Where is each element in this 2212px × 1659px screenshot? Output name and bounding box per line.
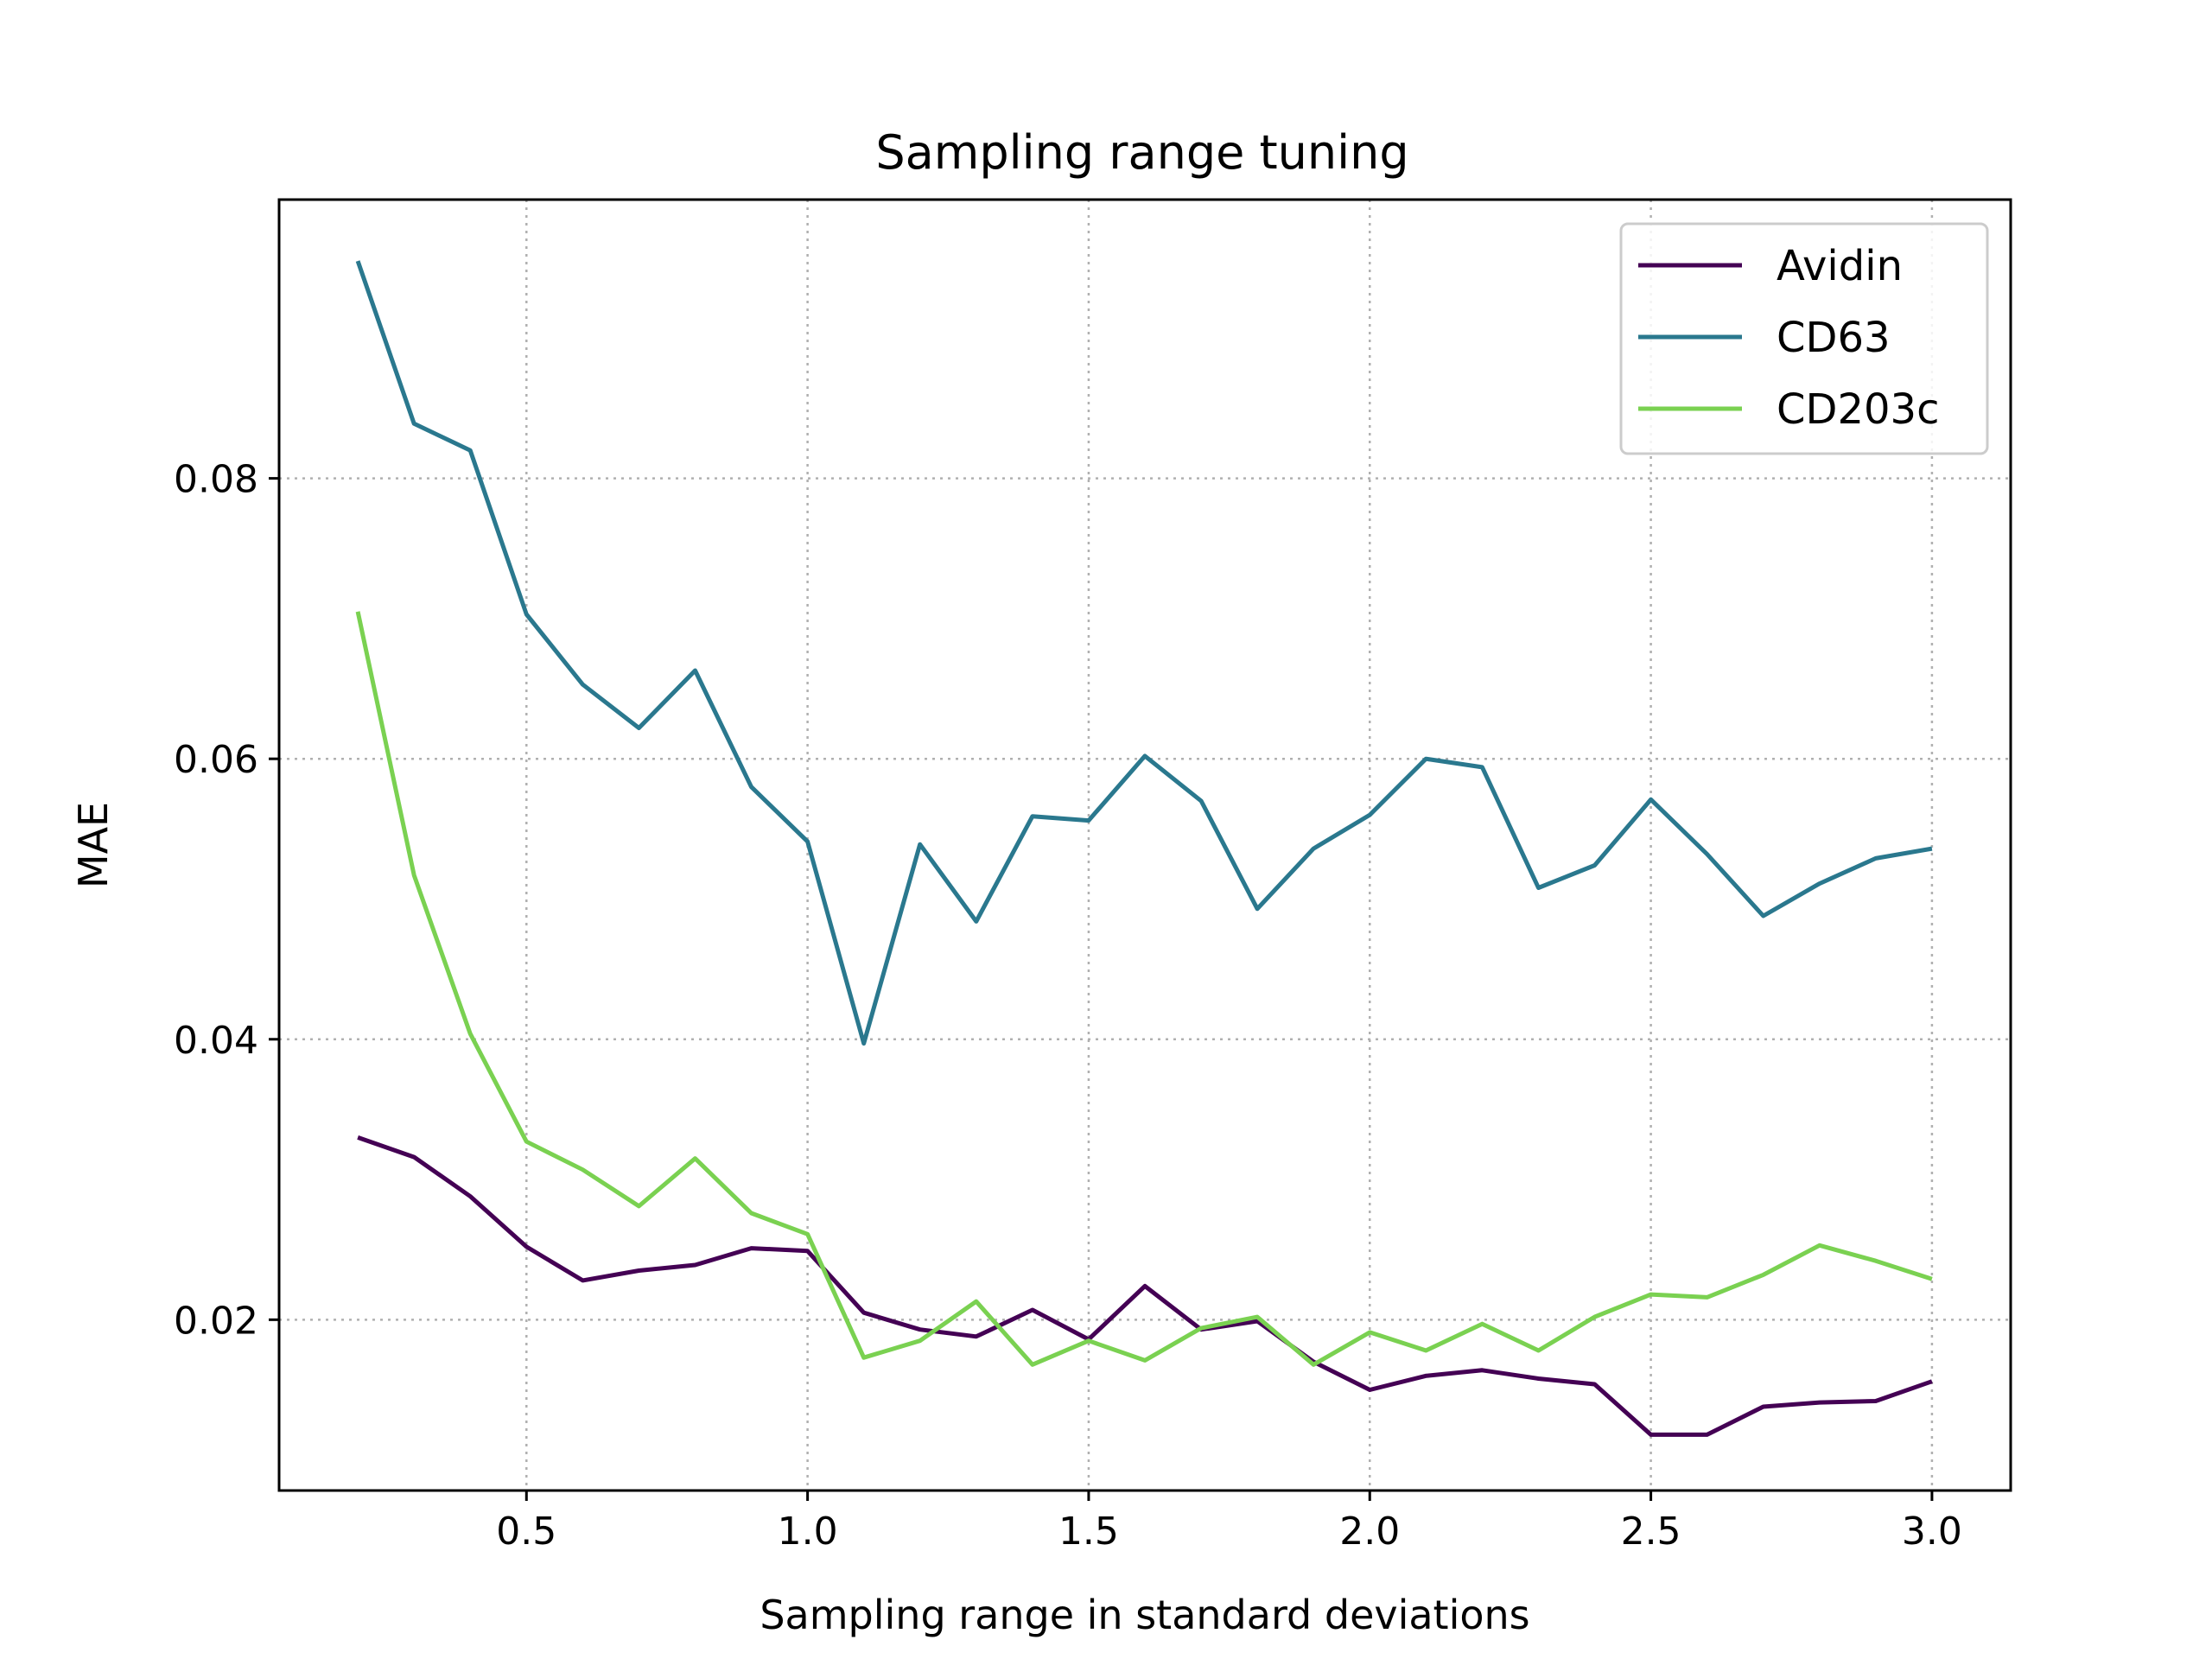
y-axis-ticks: 0.02 0.04 0.06 0.08 [174, 458, 279, 1343]
x-tick-label: 2.5 [1621, 1510, 1681, 1554]
y-tick-label: 0.08 [174, 458, 258, 502]
y-axis-label: MAE [70, 802, 117, 888]
y-tick-label: 0.04 [174, 1019, 258, 1063]
x-tick-label: 1.5 [1058, 1510, 1119, 1554]
legend-label: CD203c [1777, 385, 1939, 434]
series-lines [355, 260, 1933, 1437]
series-line-cd63 [355, 260, 1933, 1046]
series-line-cd203c [355, 611, 1933, 1367]
legend-label: Avidin [1777, 242, 1903, 290]
x-tick-label: 3.0 [1902, 1510, 1962, 1554]
legend-label: CD63 [1777, 314, 1891, 362]
x-tick-label: 2.0 [1339, 1510, 1400, 1554]
y-tick-label: 0.06 [174, 738, 258, 782]
legend-box [1619, 222, 1989, 455]
x-tick-label: 1.0 [778, 1510, 838, 1554]
plot-frame [277, 198, 2012, 1492]
series-line-avidin [357, 1135, 1933, 1437]
x-tick-label: 0.5 [496, 1510, 556, 1554]
legend: Avidin CD63 CD203c [1619, 222, 1989, 455]
x-axis-label: Sampling range in standard deviations [760, 1592, 1529, 1638]
grid [279, 200, 2011, 1491]
x-axis-ticks: 0.5 1.0 1.5 2.0 2.5 3.0 [496, 1491, 1962, 1554]
y-tick-label: 0.02 [174, 1299, 258, 1343]
chart-title: Sampling range tuning [875, 125, 1408, 180]
